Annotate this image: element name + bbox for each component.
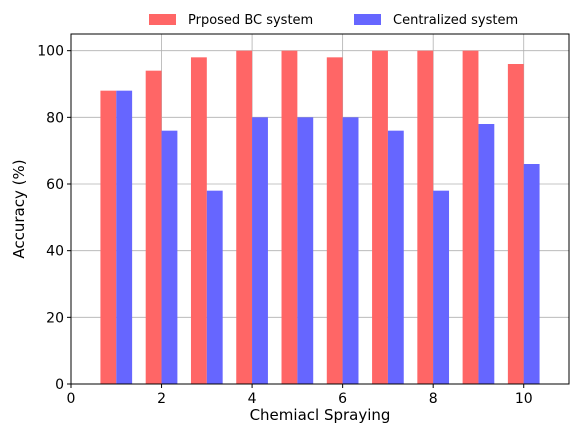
bar-proposed-bc-8: [417, 50, 434, 385]
legend-label: Centralized system: [393, 13, 518, 28]
y-tick-label: 0: [55, 377, 64, 393]
bar-proposed-bc-9: [462, 50, 479, 385]
legend-swatch: [149, 14, 176, 25]
bar-proposed-bc-3: [190, 57, 207, 384]
x-tick-label: 10: [515, 391, 533, 407]
y-axis-label: Accuracy (%): [10, 159, 28, 258]
y-axis-ticks: 0 20 40 60 80 100: [37, 44, 71, 393]
y-tick-label: 40: [46, 244, 64, 260]
y-tick-label: 80: [46, 110, 64, 126]
legend: Prposed BC system Centralized system: [149, 13, 518, 28]
bar-centralized-10: [523, 164, 540, 384]
bar-proposed-bc-7: [372, 50, 388, 385]
bar-proposed-bc-4: [236, 50, 253, 385]
legend-swatch: [354, 14, 381, 25]
x-tick-label: 0: [67, 391, 76, 407]
bar-centralized-3: [206, 190, 223, 384]
x-tick-label: 4: [248, 391, 257, 407]
y-tick-label: 100: [37, 44, 64, 60]
x-axis-label: Chemiacl Spraying: [250, 406, 391, 424]
bar-centralized-7: [387, 130, 404, 384]
y-tick-label: 20: [46, 310, 64, 326]
y-tick-label: 60: [46, 177, 64, 193]
bar-proposed-bc-2: [145, 70, 162, 385]
x-tick-label: 2: [157, 391, 166, 407]
bar-proposed-bc-5: [281, 50, 298, 385]
x-tick-label: 6: [338, 391, 347, 407]
legend-label: Prposed BC system: [188, 13, 313, 28]
bar-centralized-1: [116, 90, 133, 385]
bar-proposed-bc-1: [100, 90, 117, 385]
bar-centralized-9: [478, 124, 495, 384]
x-tick-label: 8: [429, 391, 438, 407]
bar-centralized-5: [297, 117, 314, 384]
bar-centralized-4: [252, 117, 268, 384]
plot-frame: [70, 33, 570, 385]
bars: [100, 50, 540, 385]
bar-centralized-2: [161, 130, 178, 384]
x-axis-ticks: 0 2 4 6 8 10: [67, 384, 533, 407]
bar-centralized-8: [433, 190, 450, 384]
bar-proposed-bc-6: [326, 57, 343, 384]
bar-proposed-bc-10: [507, 64, 524, 384]
bar-centralized-6: [342, 117, 359, 384]
